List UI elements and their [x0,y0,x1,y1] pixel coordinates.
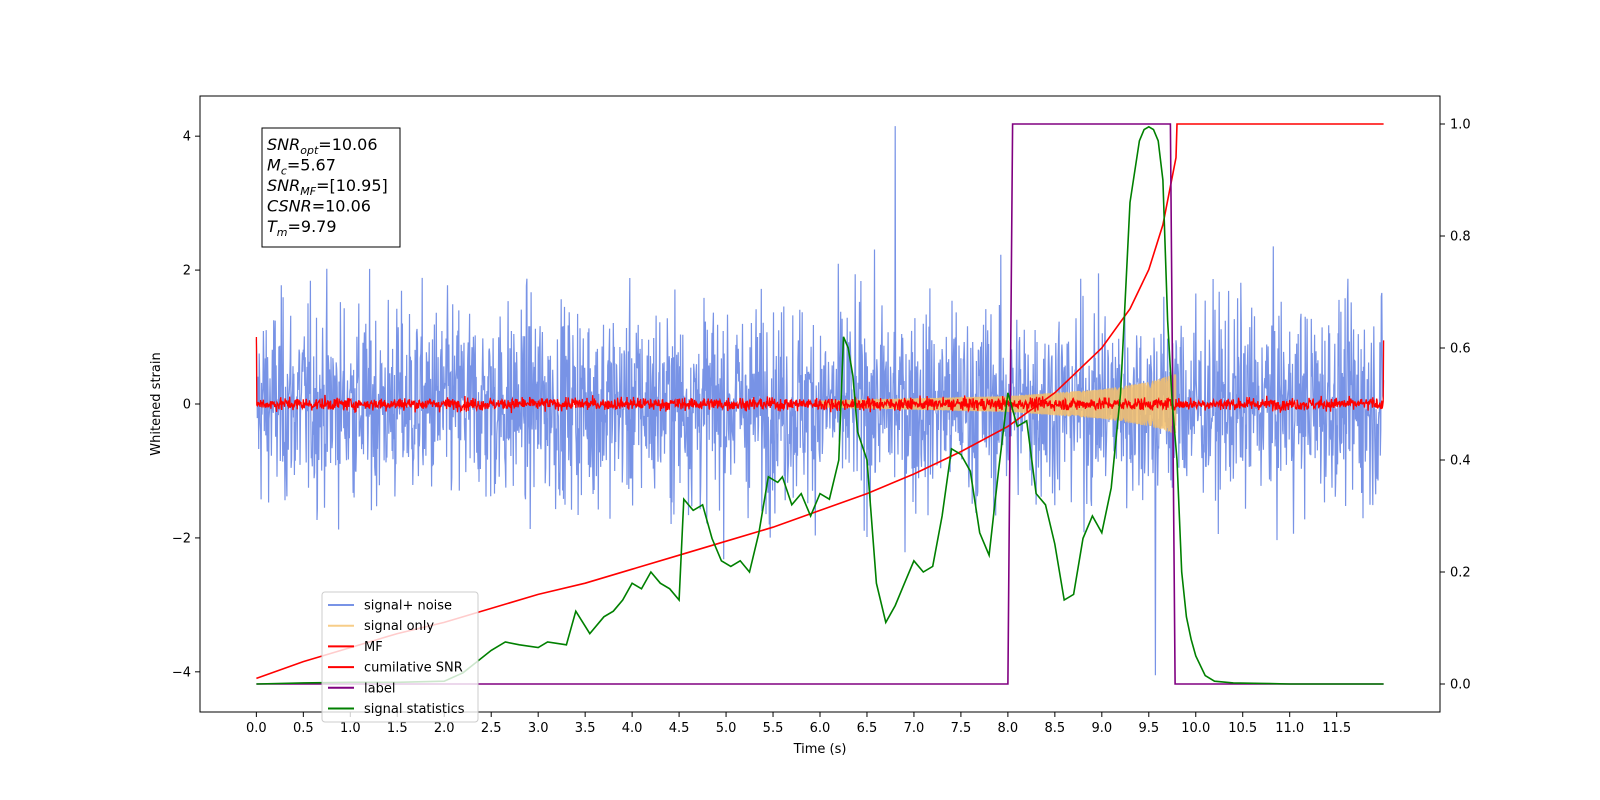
y2-tick-label: 0.0 [1450,678,1471,693]
x-tick-label: 5.0 [716,721,737,736]
x-axis-label: Time (s) [793,742,847,757]
annotation-frame [261,127,401,248]
series-signal-noise [255,126,1385,676]
x-axis: 0.0 0.5 1.0 1.5 2.0 2.5 3.0 3.5 4.0 4.5 5.0 5.5 6.0 6… [246,712,1351,736]
legend-label: signal only [364,619,434,634]
series-line [256,125,1384,685]
series-mf [255,336,1385,414]
series-line [255,336,1385,414]
y-tick-label: 0 [183,398,191,413]
y-tick-label: −4 [172,665,191,680]
legend-frame [321,591,479,723]
x-tick-label: 3.0 [528,721,549,736]
x-tick-label: 2.5 [481,721,502,736]
x-tick-label: 10.0 [1181,721,1210,736]
y-axis-left: −4 −2 0 2 4 [172,130,200,680]
x-tick-label: 11.0 [1275,721,1304,736]
annotation-line: Tm=9.79 [267,217,337,239]
x-tick-label: 7.0 [904,721,925,736]
y2-tick-label: 1.0 [1450,118,1471,133]
x-tick-label: 0.5 [293,721,314,736]
x-tick-label: 4.0 [622,721,643,736]
y2-tick-label: 0.8 [1450,230,1471,245]
series-signal-statistics [256,125,1384,685]
x-tick-label: 0.0 [246,721,267,736]
series-line [256,123,1384,685]
series-line [819,373,1177,434]
series-line [255,126,1385,676]
x-tick-label: 1.0 [340,721,361,736]
x-tick-label: 8.0 [998,721,1019,736]
series-signal-only [819,373,1177,434]
x-tick-label: 7.5 [951,721,972,736]
y-axis-label: Whitened strain [149,352,164,455]
x-tick-label: 3.5 [575,721,596,736]
annotation-box: SNRopt=10.06Mc=5.67SNRMF=[10.95]CSNR=10.… [261,127,401,248]
x-tick-label: 9.0 [1091,721,1112,736]
y-tick-label: −2 [172,531,191,546]
annotation-line: SNRMF=[10.95] [267,176,388,198]
legend-label: signal statistics [364,702,465,717]
x-tick-label: 6.5 [857,721,878,736]
y-axis-right: 0.0 0.2 0.4 0.6 0.8 1.0 [1440,118,1471,693]
y-tick-label: 2 [183,264,191,279]
legend: signal+ noise signal only MF cumilative SNR… [321,591,479,723]
x-tick-label: 2.0 [434,721,455,736]
y2-tick-label: 0.2 [1450,566,1471,581]
series-label [256,123,1384,685]
y2-tick-label: 0.4 [1450,454,1471,469]
legend-label: MF [364,640,383,655]
annotation-line: CSNR=10.06 [267,197,371,216]
legend-label: cumilative SNR [364,661,463,676]
annotation-line: SNRopt=10.06 [267,135,378,157]
y2-tick-label: 0.6 [1450,342,1471,357]
x-tick-label: 4.5 [669,721,690,736]
x-tick-label: 1.5 [387,721,408,736]
x-tick-label: 11.5 [1322,721,1351,736]
x-tick-label: 9.5 [1138,721,1159,736]
y-tick-label: 4 [183,130,191,145]
x-tick-label: 5.5 [763,721,784,736]
x-tick-label: 6.0 [810,721,831,736]
annotation-line: Mc=5.67 [267,156,336,178]
x-tick-label: 10.5 [1228,721,1257,736]
legend-label: label [364,681,395,696]
legend-label: signal+ noise [364,599,452,614]
x-tick-label: 8.5 [1045,721,1066,736]
